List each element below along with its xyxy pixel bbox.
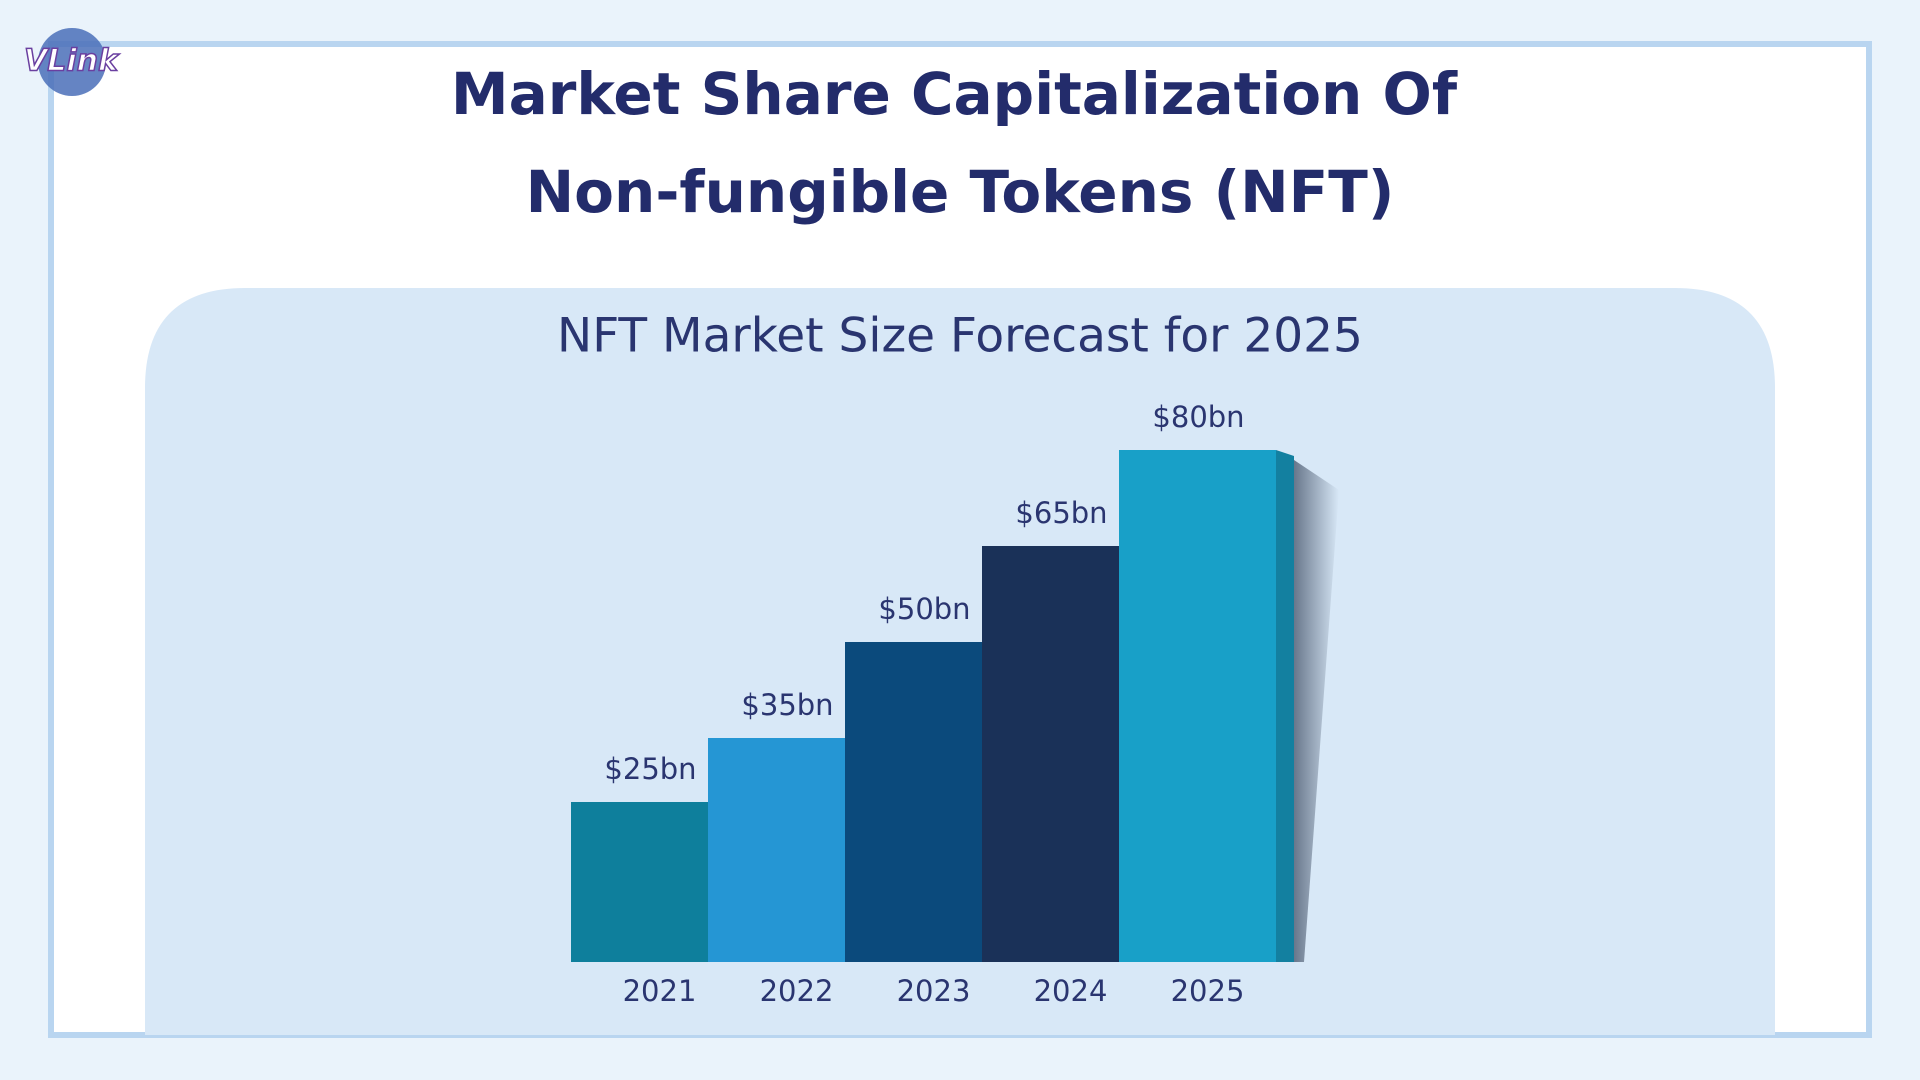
bar bbox=[708, 738, 865, 962]
x-tick-label: 2021 bbox=[623, 974, 697, 1008]
bar bbox=[571, 802, 728, 962]
chart-subtitle: NFT Market Size Forecast for 2025 bbox=[557, 309, 1363, 364]
x-tick-label: 2023 bbox=[897, 974, 971, 1008]
x-tick-label: 2022 bbox=[760, 974, 834, 1008]
bar bbox=[982, 546, 1139, 962]
bar bbox=[845, 642, 1002, 962]
value-label: $50bn bbox=[878, 592, 970, 626]
chart-title: Market Share Capitalization Of Non-fungib… bbox=[451, 60, 1458, 226]
value-label: $35bn bbox=[741, 688, 833, 722]
value-label: $80bn bbox=[1152, 400, 1244, 434]
bars: $25bn 2021 $35bn 2022 $50bn 2023 $65bn 2024 $80b… bbox=[571, 400, 1339, 1008]
logo: VLink bbox=[23, 28, 121, 96]
bar-shadow bbox=[1294, 460, 1339, 962]
bar-side bbox=[1276, 450, 1294, 962]
x-tick-label: 2024 bbox=[1034, 974, 1108, 1008]
bar bbox=[1119, 450, 1276, 962]
value-label: $25bn bbox=[604, 752, 696, 786]
logo-text: VLink bbox=[24, 44, 120, 79]
x-tick-label: 2025 bbox=[1171, 974, 1245, 1008]
value-label: $65bn bbox=[1015, 496, 1107, 530]
logo-globe bbox=[38, 28, 106, 96]
